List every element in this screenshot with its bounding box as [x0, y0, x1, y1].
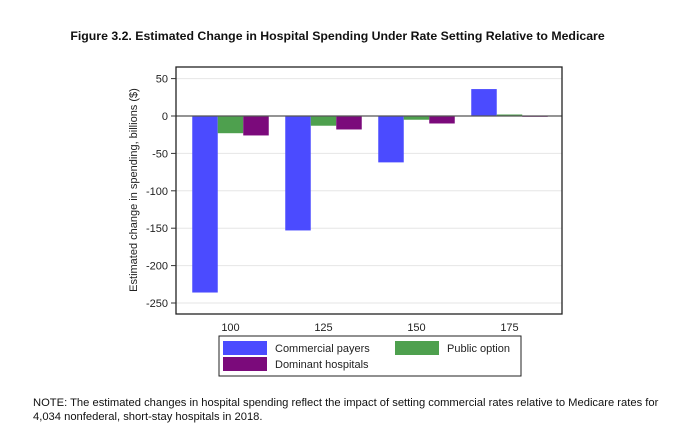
x-tick-label: 100 [221, 322, 239, 334]
y-tick-label: -150 [146, 223, 168, 235]
gridlines [176, 78, 562, 304]
bar-public-option-100 [217, 116, 244, 134]
x-tick-label: 150 [407, 322, 425, 334]
legend-swatch [223, 341, 267, 355]
y-tick-label: -250 [146, 298, 168, 310]
x-ticks: 100 125 150 175 [221, 322, 518, 334]
bar-public-option-125 [310, 116, 337, 126]
chart-title: Figure 3.2. Estimated Change in Hospital… [70, 29, 605, 43]
legend-swatch [223, 357, 267, 371]
note-text: NOTE: The estimated changes in hospital … [33, 397, 659, 423]
y-tick-label: 50 [156, 74, 168, 86]
y-tick-label: -200 [146, 261, 168, 273]
legend: Commercial payers Public option Dominant h… [218, 335, 522, 377]
bar-commercial-payers-175 [471, 89, 497, 116]
y-axis-title: Estimated change in spending, billions (… [128, 88, 140, 292]
bar-dominant-hospitals-150 [429, 116, 455, 124]
legend-label: Dominant hospitals [275, 359, 369, 371]
bar-public-option-175 [496, 114, 523, 116]
bar-dominant-hospitals-125 [336, 116, 362, 130]
y-tick-label: -50 [152, 148, 168, 160]
legend-swatch [395, 341, 439, 355]
bar-commercial-payers-100 [192, 116, 218, 293]
legend-label: Public option [447, 343, 510, 355]
x-tick-label: 125 [314, 322, 332, 334]
bar-dominant-hospitals-100 [243, 116, 269, 136]
legend-box [218, 335, 522, 377]
bars [192, 89, 548, 293]
bar-commercial-payers-125 [285, 116, 311, 231]
y-tick-label: -100 [146, 186, 168, 198]
x-tick-label: 175 [500, 322, 518, 334]
y-tick-label: 0 [162, 111, 168, 123]
legend-label: Commercial payers [275, 343, 370, 355]
bar-commercial-payers-150 [378, 116, 404, 163]
y-ticks: 50 0 -50 -100 -150 -200 -250 [146, 74, 176, 310]
bar-public-option-150 [403, 116, 430, 120]
